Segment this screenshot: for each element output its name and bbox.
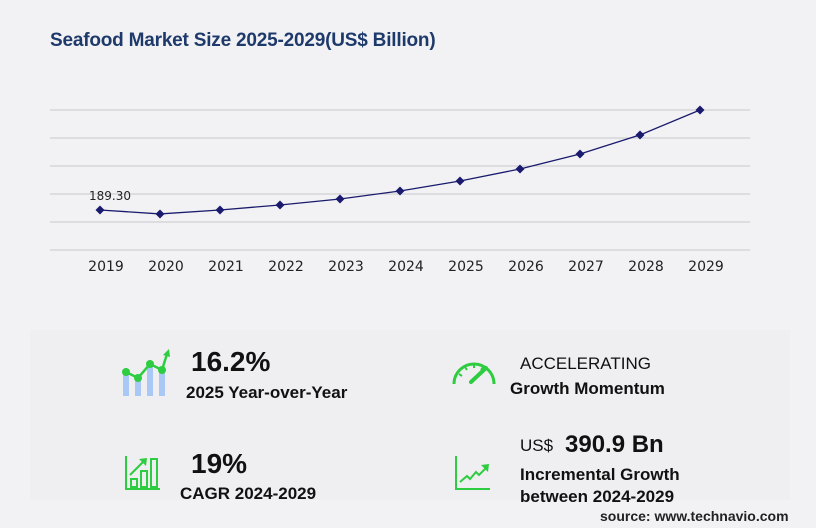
- chart-title: Seafood Market Size 2025-2029(US$ Billio…: [50, 30, 436, 51]
- data-point-2021: [215, 205, 225, 215]
- momentum-value: ACCELERATING: [520, 354, 651, 373]
- yoy-label: 2025 Year-over-Year: [186, 383, 348, 402]
- x-tick-label: 2021: [208, 259, 244, 275]
- incremental-label-line1: Incremental Growth: [520, 465, 680, 484]
- data-point-2023: [335, 194, 345, 204]
- yoy-value: 16.2%: [191, 346, 271, 377]
- x-tick-label: 2020: [148, 259, 184, 275]
- data-label: 189.30: [89, 189, 131, 203]
- data-markers: [95, 105, 705, 219]
- growth-chart-icon: [122, 349, 170, 396]
- source-text: source: www.technavio.com: [600, 508, 789, 524]
- x-tick-label: 2027: [568, 259, 604, 275]
- x-tick-label: 2025: [448, 259, 484, 275]
- data-point-2027: [575, 149, 585, 159]
- cagr-value: 19%: [191, 448, 248, 479]
- series-line-path: [99, 109, 701, 215]
- x-tick-label: 2022: [268, 259, 304, 275]
- x-tick-label: 2026: [508, 259, 544, 275]
- cagr-label: CAGR 2024-2029: [180, 484, 317, 503]
- gridlines: [50, 109, 750, 251]
- data-point-2026: [515, 164, 525, 174]
- incremental-prefix: US$: [520, 436, 554, 455]
- data-point-2019: [95, 205, 105, 215]
- x-tick-label: 2019: [88, 259, 124, 275]
- data-point-2024: [395, 186, 405, 196]
- data-labels: 189.30: [89, 189, 131, 203]
- x-tick-label: 2029: [688, 259, 724, 275]
- data-point-2020: [155, 209, 165, 219]
- speedometer-icon: [452, 362, 496, 385]
- x-tick-label: 2024: [388, 259, 424, 275]
- incremental-value: 390.9 Bn: [565, 431, 664, 458]
- x-axis-ticks: 2019 2020 2021 2022 2023 2024 2025 2026 2027 2028…: [88, 259, 724, 275]
- line-chart: 2019 2020 2021 2022 2023 2024 2025 2026 2027 2028…: [50, 105, 750, 275]
- x-tick-label: 2023: [328, 259, 364, 275]
- data-point-2022: [275, 200, 285, 210]
- data-point-2029: [695, 105, 705, 115]
- bar-chart-arrow-icon: [125, 456, 160, 490]
- series-line: [99, 109, 701, 215]
- x-tick-label: 2028: [628, 259, 664, 275]
- incremental-label-line2: between 2024-2029: [520, 487, 675, 506]
- trend-line-icon: [455, 456, 490, 490]
- data-point-2028: [635, 130, 645, 140]
- momentum-label: Growth Momentum: [510, 379, 665, 398]
- data-point-2025: [455, 176, 465, 186]
